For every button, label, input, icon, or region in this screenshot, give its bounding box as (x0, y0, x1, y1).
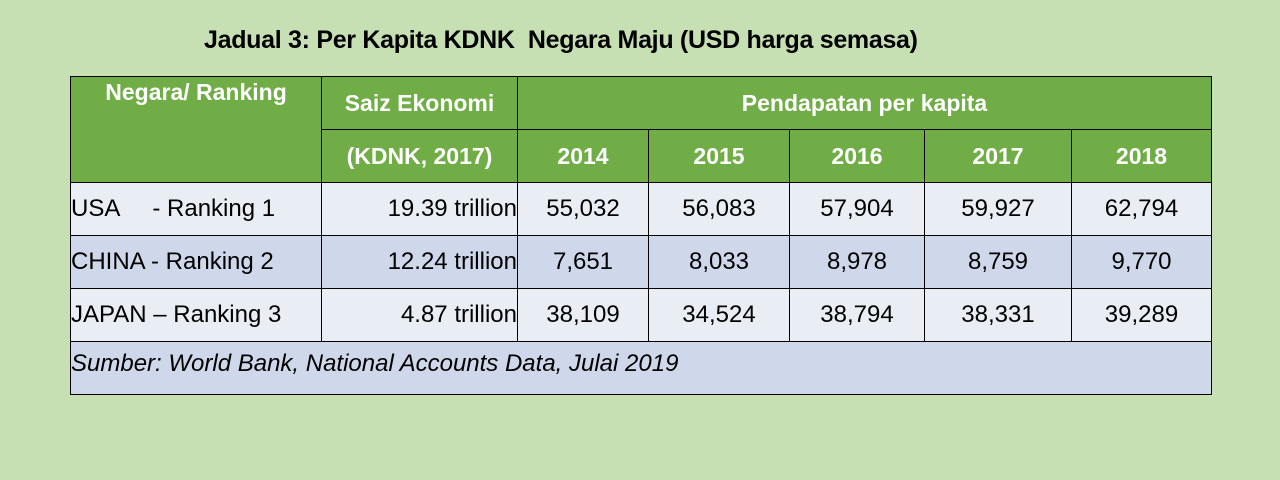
year-header-2014: 2014 (517, 129, 649, 183)
value-cell: 56,083 (648, 182, 790, 236)
per-capita-table: Negara/ Ranking Saiz Ekonomi Pendapatan … (69, 76, 1213, 395)
value-cell: 62,794 (1070, 182, 1213, 236)
value-cell: 8,759 (924, 235, 1072, 289)
year-header-2018: 2018 (1070, 129, 1213, 183)
value-cell: 8,978 (789, 235, 925, 289)
economy-size-header: Saiz Ekonomi (321, 76, 518, 130)
value-cell: 38,109 (517, 288, 649, 342)
value-cell: 38,331 (924, 288, 1072, 342)
economy-size-subheader: (KDNK, 2017) (321, 129, 518, 183)
value-cell: 7,651 (517, 235, 649, 289)
table-row-china: CHINA - Ranking 2 12.24 trillion 7,651 8… (70, 235, 1213, 289)
value-cell: 55,032 (517, 182, 649, 236)
year-header-2015: 2015 (648, 129, 790, 183)
table-row-japan: JAPAN – Ranking 3 4.87 trillion 38,109 3… (70, 288, 1213, 342)
source-note: Sumber: World Bank, National Accounts Da… (69, 341, 1213, 395)
year-header-2017: 2017 (924, 129, 1072, 183)
economy-size-cell: 12.24 trillion (321, 235, 518, 289)
country-header: Negara/ Ranking (70, 76, 322, 183)
country-cell: CHINA - Ranking 2 (70, 235, 322, 289)
value-cell: 59,927 (924, 182, 1072, 236)
value-cell: 9,770 (1070, 235, 1213, 289)
country-cell: USA - Ranking 1 (70, 182, 322, 236)
source-row: Sumber: World Bank, National Accounts Da… (69, 341, 1213, 395)
value-cell: 57,904 (789, 182, 925, 236)
economy-size-cell: 19.39 trillion (321, 182, 518, 236)
header-row-2: (KDNK, 2017) 2014 2015 2016 2017 2018 (71, 129, 1213, 183)
table-row-usa: USA - Ranking 1 19.39 trillion 55,032 56… (70, 182, 1213, 236)
income-header: Pendapatan per kapita (516, 76, 1213, 130)
country-cell: JAPAN – Ranking 3 (70, 288, 322, 342)
header-row-1: Negara/ Ranking Saiz Ekonomi Pendapatan … (70, 76, 1213, 183)
page-title: Jadual 3: Per Kapita KDNK Negara Maju (U… (204, 26, 918, 54)
value-cell: 34,524 (648, 288, 790, 342)
value-cell: 8,033 (648, 235, 790, 289)
value-cell: 39,289 (1070, 288, 1213, 342)
economy-size-cell: 4.87 trillion (321, 288, 518, 342)
year-header-2016: 2016 (789, 129, 925, 183)
value-cell: 38,794 (789, 288, 925, 342)
